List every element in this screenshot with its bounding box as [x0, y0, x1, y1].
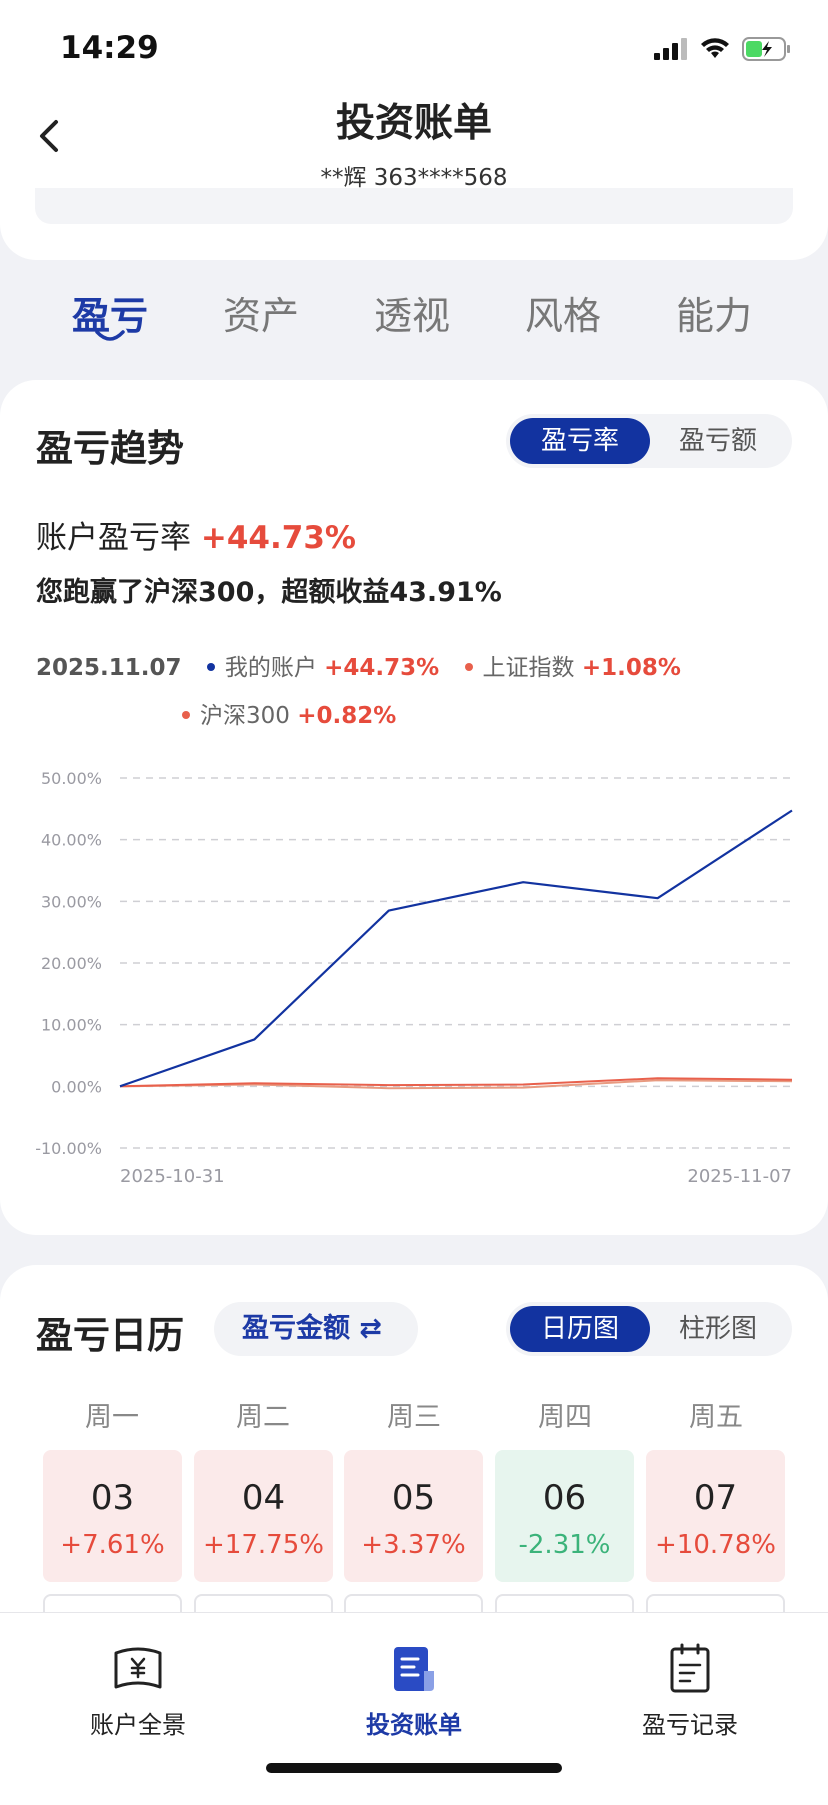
amount-toggle-button[interactable]: 盈亏金额 ⇄ — [214, 1302, 418, 1356]
y-tick-label: 20.00% — [41, 954, 102, 973]
day-number: 04 — [241, 1478, 286, 1518]
legend-dot-account — [206, 662, 215, 671]
calendar-day-next-row — [344, 1594, 483, 1614]
bill-icon — [394, 1647, 434, 1691]
home-indicator — [266, 1763, 562, 1773]
toggle-calendar-view[interactable]: 日历图 — [510, 1306, 650, 1352]
bottom-nav: 账户全景 投资账单 盈亏记录 — [0, 1612, 828, 1792]
calendar-day[interactable]: 06 -2.31% — [495, 1450, 634, 1582]
account-rate-value: +44.73% — [200, 520, 356, 556]
calendar-day[interactable]: 03 +7.61% — [43, 1450, 182, 1582]
legend-name-sse: 上证指数 — [482, 655, 575, 681]
chart-legend-row2: 沪深300 +0.82% — [178, 696, 396, 730]
day-number: 06 — [542, 1478, 587, 1518]
tab-insight[interactable]: 透视 — [373, 294, 450, 338]
calendar-day-next-row — [646, 1594, 785, 1614]
legend-date: 2025.11.07 — [36, 655, 182, 681]
day-number: 07 — [693, 1478, 738, 1518]
system-icons — [654, 36, 792, 62]
y-tick-label: -10.00% — [35, 1139, 102, 1158]
tab-bar: 盈亏 资产 透视 风格 能力 — [0, 285, 828, 355]
clipboard-icon — [670, 1643, 710, 1693]
weekday-mon: 周一 — [85, 1402, 139, 1433]
calendar-title: 盈亏日历 — [36, 1314, 184, 1357]
day-return: +10.78% — [655, 1530, 776, 1560]
weekday-tue: 周二 — [236, 1402, 290, 1433]
wifi-icon — [701, 38, 729, 58]
calendar-view-toggle: 日历图 柱形图 — [506, 1302, 792, 1356]
legend-value-csi300: +0.82% — [297, 703, 397, 729]
toggle-bar-view[interactable]: 柱形图 — [678, 1314, 757, 1344]
nav-account-overview[interactable]: 账户全景 — [38, 1629, 238, 1740]
tab-profit[interactable]: 盈亏 — [71, 294, 148, 338]
series-line-1 — [119, 1077, 793, 1088]
day-return: +7.61% — [60, 1530, 165, 1560]
legend-dot-sse — [464, 662, 473, 671]
y-tick-label: 10.00% — [41, 1016, 102, 1035]
benchmark-beat-text: 您跑赢了沪深300，超额收益43.91% — [36, 577, 502, 608]
nav-label: 盈亏记录 — [642, 1711, 738, 1739]
calendar-day-next-row — [495, 1594, 634, 1614]
day-return: +3.37% — [361, 1530, 466, 1560]
account-rate-label: 账户盈亏率 — [36, 520, 191, 556]
account-rate-line: 账户盈亏率 +44.73% — [36, 512, 356, 557]
calendar-day-next-row — [194, 1594, 333, 1614]
nav-header: 投资账单 **辉 363****568 — [0, 80, 828, 191]
weekday-header: 周一 周二 周三 周四 周五 — [0, 1395, 828, 1435]
legend-dot-csi300 — [182, 710, 190, 719]
summary-card-inner — [35, 188, 793, 224]
toggle-rate[interactable]: 盈亏率 — [510, 418, 650, 464]
back-button[interactable] — [30, 116, 70, 156]
legend-name-csi300: 沪深300 — [200, 703, 290, 729]
day-return: -2.31% — [518, 1530, 611, 1560]
nav-investment-bill[interactable]: 投资账单 — [314, 1629, 514, 1740]
y-tick-label: 40.00% — [41, 831, 102, 850]
calendar-day-next-row — [43, 1594, 182, 1614]
tab-active-indicator — [95, 330, 125, 341]
legend-value-account: +44.73% — [324, 655, 440, 681]
trend-title: 盈亏趋势 — [36, 427, 184, 470]
legend-value-sse: +1.08% — [581, 655, 681, 681]
calendar-day[interactable]: 07 +10.78% — [646, 1450, 785, 1582]
y-tick-label: 50.00% — [41, 769, 102, 788]
profit-trend-chart: 50.00% 40.00% 30.00% 20.00% 10.00% 0.00% -10.0… — [35, 769, 793, 1187]
trend-metric-toggle: 盈亏率 盈亏额 — [506, 414, 792, 468]
calendar-day[interactable]: 04 +17.75% — [194, 1450, 333, 1582]
chevron-left-icon — [40, 120, 58, 152]
summary-card-bottom — [0, 188, 828, 260]
weekday-fri: 周五 — [689, 1402, 743, 1433]
series-line-0 — [119, 809, 793, 1088]
y-tick-label: 0.00% — [51, 1077, 102, 1096]
signal-icon — [654, 38, 687, 60]
battery-icon — [742, 37, 790, 61]
calendar-day[interactable]: 05 +3.37% — [344, 1450, 483, 1582]
chart-legend: 2025.11.07 我的账户 +44.73% 上证指数 +1.08% — [36, 648, 681, 682]
y-tick-label: 30.00% — [41, 892, 102, 911]
page-title: 投资账单 — [335, 101, 492, 146]
weekday-thu: 周四 — [538, 1402, 592, 1433]
nav-label: 账户全景 — [90, 1711, 186, 1739]
nav-label: 投资账单 — [366, 1711, 462, 1739]
legend-name-account: 我的账户 — [224, 655, 317, 681]
tab-ability[interactable]: 能力 — [675, 294, 752, 338]
x-tick-label: 2025-10-31 — [120, 1166, 225, 1187]
status-time: 14:29 — [60, 30, 159, 66]
tab-assets[interactable]: 资产 — [222, 294, 299, 338]
day-return: +17.75% — [203, 1530, 324, 1560]
tab-style[interactable]: 风格 — [524, 294, 601, 338]
day-number: 03 — [90, 1478, 135, 1518]
trend-card — [0, 380, 828, 1235]
account-subtitle: **辉 363****568 — [320, 165, 508, 191]
day-number: 05 — [391, 1478, 436, 1518]
x-tick-label: 2025-11-07 — [687, 1166, 792, 1187]
nav-profit-records[interactable]: 盈亏记录 — [590, 1629, 790, 1740]
wallet-icon — [114, 1647, 162, 1689]
toggle-amount[interactable]: 盈亏额 — [678, 426, 757, 456]
weekday-wed: 周三 — [387, 1402, 441, 1433]
